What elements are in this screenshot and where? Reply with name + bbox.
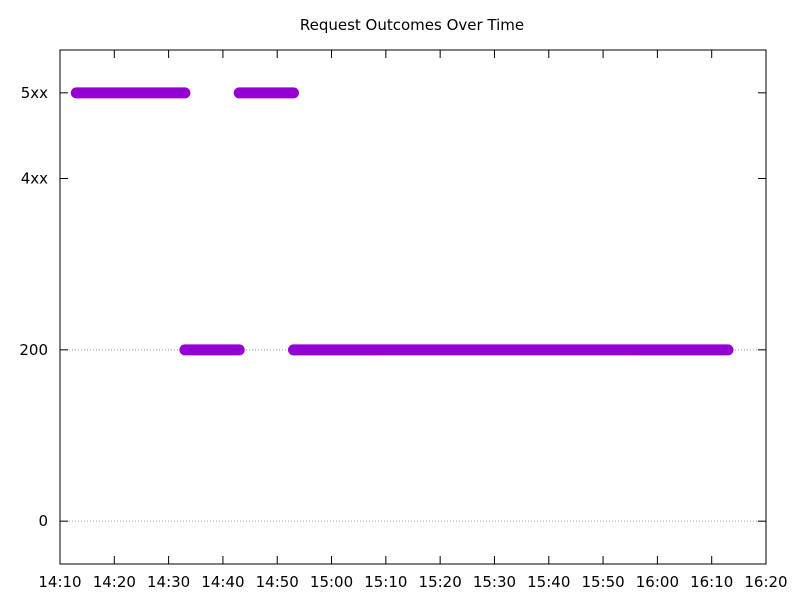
data-marks bbox=[70, 87, 734, 356]
x-tick-label: 15:40 bbox=[527, 573, 570, 591]
chart-title: Request Outcomes Over Time bbox=[300, 16, 524, 34]
grid-lines bbox=[60, 349, 766, 522]
y-tick-label: 0 bbox=[38, 512, 48, 530]
x-tick-label: 14:20 bbox=[93, 573, 136, 591]
x-tick-label: 14:30 bbox=[147, 573, 190, 591]
y-tick-label: 5xx bbox=[21, 84, 48, 102]
x-tick-label: 14:40 bbox=[201, 573, 244, 591]
x-tick-label: 15:10 bbox=[364, 573, 407, 591]
y-tick-label: 200 bbox=[19, 341, 48, 359]
plot-frame bbox=[59, 49, 767, 565]
x-tick-label: 16:00 bbox=[636, 573, 679, 591]
x-tick-label: 14:10 bbox=[38, 573, 81, 591]
x-tick-label: 15:20 bbox=[419, 573, 462, 591]
y-axis: 0 200 4xx 5xx bbox=[19, 84, 766, 530]
x-tick-label: 14:50 bbox=[256, 573, 299, 591]
x-tick-label: 16:10 bbox=[690, 573, 733, 591]
x-tick-label: 15:50 bbox=[581, 573, 624, 591]
y-tick-label: 4xx bbox=[21, 170, 48, 188]
x-tick-label: 16:20 bbox=[744, 573, 787, 591]
x-tick-label: 15:30 bbox=[473, 573, 516, 591]
x-tick-label: 15:00 bbox=[310, 573, 353, 591]
x-axis: 14:10 14:20 14:30 14:40 14:50 15:00 15:10 15:20… bbox=[38, 50, 788, 591]
